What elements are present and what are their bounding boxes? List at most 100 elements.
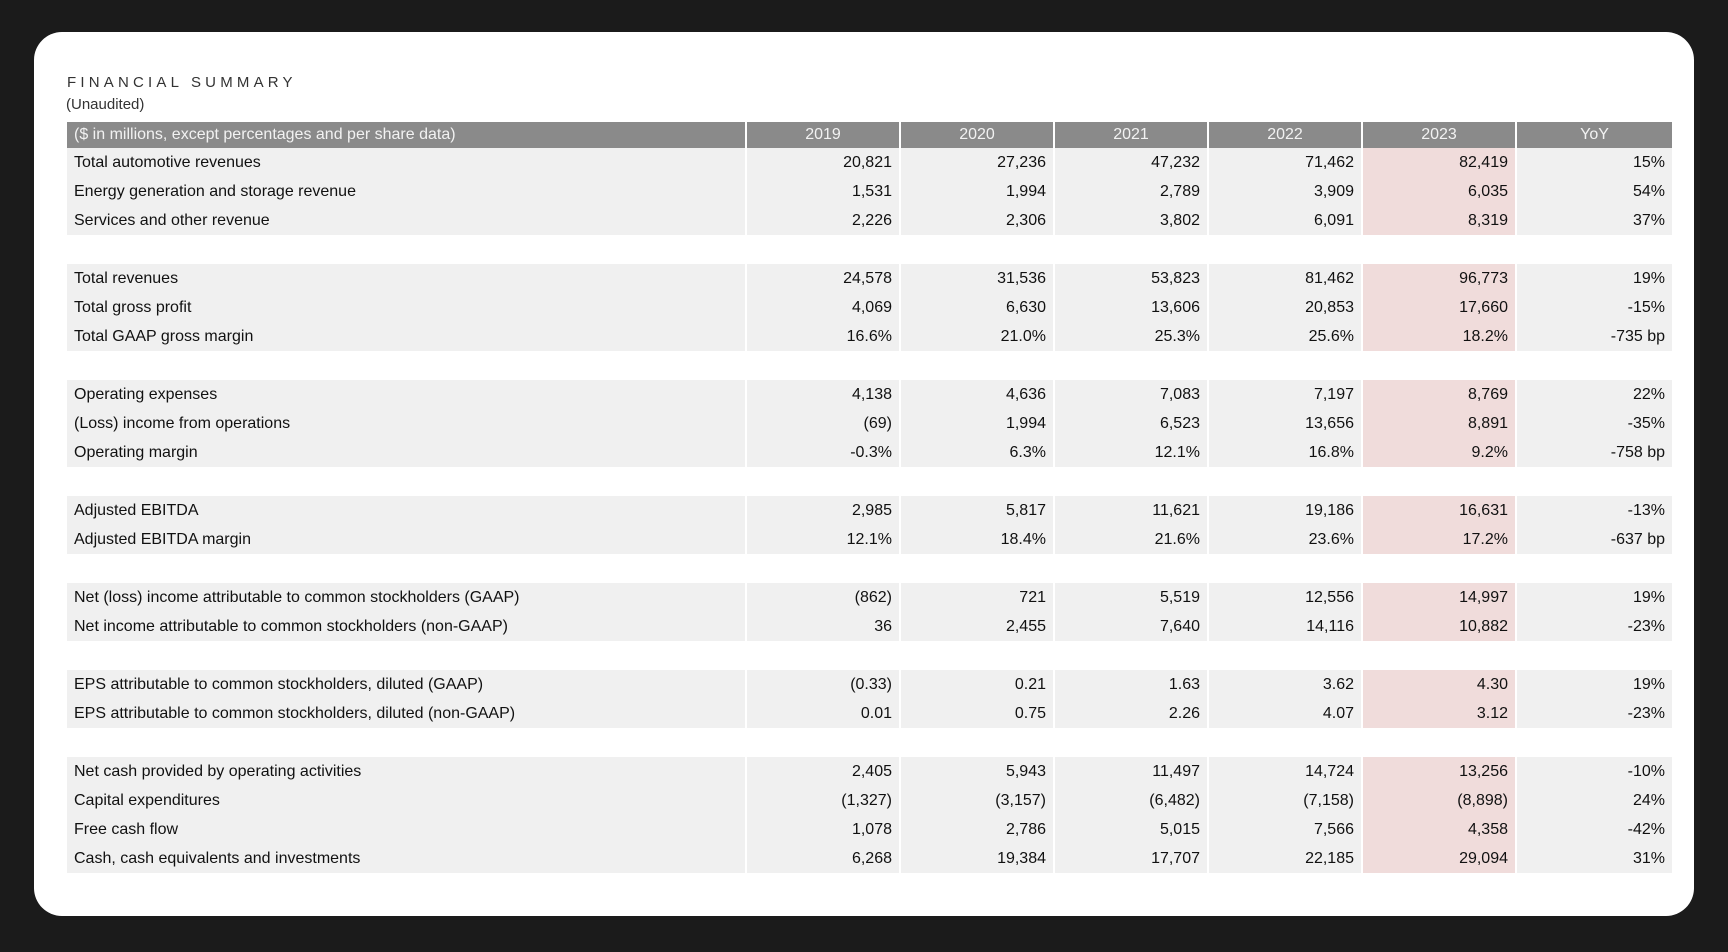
cell-year-2022: 14,116 — [1209, 612, 1363, 641]
cell-yoy: 24% — [1517, 786, 1672, 815]
table-body: Total automotive revenues 20,821 27,236 47,… — [67, 148, 1672, 873]
cell-year-2022: 4.07 — [1209, 699, 1363, 728]
row-label: Net cash provided by operating activitie… — [67, 757, 747, 786]
cell-year-2019: 4,069 — [747, 293, 901, 322]
cell-yoy: -13% — [1517, 496, 1672, 525]
cell-yoy: -23% — [1517, 699, 1672, 728]
cell-year-2021: 2,789 — [1055, 177, 1209, 206]
cell-year-2019: 2,226 — [747, 206, 901, 235]
cell-yoy: -42% — [1517, 815, 1672, 844]
table-row: EPS attributable to common stockholders,… — [67, 699, 1672, 728]
cell-year-2019: 16.6% — [747, 322, 901, 351]
cell-year-2023: 4,358 — [1363, 815, 1517, 844]
cell-year-2019: (69) — [747, 409, 901, 438]
row-label: Capital expenditures — [67, 786, 747, 815]
financial-summary-table: ($ in millions, except percentages and p… — [67, 122, 1672, 873]
cell-year-2023: (8,898) — [1363, 786, 1517, 815]
cell-year-2022: 22,185 — [1209, 844, 1363, 873]
spacer-cell — [67, 351, 1672, 380]
table-header: ($ in millions, except percentages and p… — [67, 122, 1672, 148]
header-label: ($ in millions, except percentages and p… — [67, 122, 747, 148]
cell-year-2022: 81,462 — [1209, 264, 1363, 293]
cell-year-2023: 8,769 — [1363, 380, 1517, 409]
row-label: Total revenues — [67, 264, 747, 293]
cell-year-2023: 16,631 — [1363, 496, 1517, 525]
cell-year-2023: 4.30 — [1363, 670, 1517, 699]
cell-year-2021: 3,802 — [1055, 206, 1209, 235]
cell-year-2023: 10,882 — [1363, 612, 1517, 641]
cell-year-2021: 12.1% — [1055, 438, 1209, 467]
cell-year-2021: 11,497 — [1055, 757, 1209, 786]
cell-year-2022: 20,853 — [1209, 293, 1363, 322]
cell-year-2023: 96,773 — [1363, 264, 1517, 293]
cell-year-2019: (862) — [747, 583, 901, 612]
cell-year-2019: 20,821 — [747, 148, 901, 177]
table-row: Operating expenses 4,138 4,636 7,083 7,197 8,… — [67, 380, 1672, 409]
table-row: EPS attributable to common stockholders,… — [67, 670, 1672, 699]
row-label: Adjusted EBITDA margin — [67, 525, 747, 554]
table-row: Cash, cash equivalents and investments 6,… — [67, 844, 1672, 873]
cell-year-2020: (3,157) — [901, 786, 1055, 815]
table-row: Net income attributable to common stockh… — [67, 612, 1672, 641]
cell-year-2023: 29,094 — [1363, 844, 1517, 873]
cell-year-2021: (6,482) — [1055, 786, 1209, 815]
group-spacer — [67, 467, 1672, 496]
cell-year-2023: 8,319 — [1363, 206, 1517, 235]
row-label: EPS attributable to common stockholders,… — [67, 670, 747, 699]
cell-year-2019: 36 — [747, 612, 901, 641]
group-spacer — [67, 554, 1672, 583]
page-title: FINANCIAL SUMMARY — [67, 74, 297, 91]
table-row: Net (loss) income attributable to common… — [67, 583, 1672, 612]
cell-year-2019: 24,578 — [747, 264, 901, 293]
cell-year-2020: 5,943 — [901, 757, 1055, 786]
group-spacer — [67, 351, 1672, 380]
cell-year-2023: 17,660 — [1363, 293, 1517, 322]
row-label: Net (loss) income attributable to common… — [67, 583, 747, 612]
cell-year-2019: 12.1% — [747, 525, 901, 554]
row-label: EPS attributable to common stockholders,… — [67, 699, 747, 728]
row-label: Total automotive revenues — [67, 148, 747, 177]
cell-year-2022: 6,091 — [1209, 206, 1363, 235]
cell-year-2021: 7,083 — [1055, 380, 1209, 409]
header-row: ($ in millions, except percentages and p… — [67, 122, 1672, 148]
cell-year-2020: 0.75 — [901, 699, 1055, 728]
header-year-2021: 2021 — [1055, 122, 1209, 148]
table-row: Adjusted EBITDA margin 12.1% 18.4% 21.6% 23.… — [67, 525, 1672, 554]
cell-year-2021: 13,606 — [1055, 293, 1209, 322]
table-row: Free cash flow 1,078 2,786 5,015 7,566 4,358-… — [67, 815, 1672, 844]
cell-year-2020: 1,994 — [901, 177, 1055, 206]
cell-year-2020: 2,455 — [901, 612, 1055, 641]
cell-yoy: 19% — [1517, 583, 1672, 612]
cell-year-2021: 5,519 — [1055, 583, 1209, 612]
cell-yoy: 15% — [1517, 148, 1672, 177]
cell-year-2023: 9.2% — [1363, 438, 1517, 467]
table-row: Capital expenditures (1,327) (3,157) (6,482… — [67, 786, 1672, 815]
cell-year-2019: 2,405 — [747, 757, 901, 786]
cell-yoy: 31% — [1517, 844, 1672, 873]
cell-year-2023: 8,891 — [1363, 409, 1517, 438]
cell-year-2020: 2,306 — [901, 206, 1055, 235]
cell-year-2021: 17,707 — [1055, 844, 1209, 873]
cell-year-2020: 0.21 — [901, 670, 1055, 699]
table-row: Services and other revenue 2,226 2,306 3,80… — [67, 206, 1672, 235]
cell-year-2023: 82,419 — [1363, 148, 1517, 177]
header-year-2022: 2022 — [1209, 122, 1363, 148]
cell-year-2020: 6,630 — [901, 293, 1055, 322]
cell-year-2021: 7,640 — [1055, 612, 1209, 641]
table-row: Total GAAP gross margin 16.6% 21.0% 25.3% 25… — [67, 322, 1672, 351]
cell-yoy: -735 bp — [1517, 322, 1672, 351]
table-row: Operating margin -0.3% 6.3% 12.1% 16.8% 9.2% -… — [67, 438, 1672, 467]
cell-year-2022: 14,724 — [1209, 757, 1363, 786]
header-year-2020: 2020 — [901, 122, 1055, 148]
row-label: Adjusted EBITDA — [67, 496, 747, 525]
spacer-cell — [67, 641, 1672, 670]
cell-year-2020: 4,636 — [901, 380, 1055, 409]
cell-year-2022: 7,566 — [1209, 815, 1363, 844]
row-label: Net income attributable to common stockh… — [67, 612, 747, 641]
row-label: Operating margin — [67, 438, 747, 467]
cell-year-2019: 2,985 — [747, 496, 901, 525]
spacer-cell — [67, 728, 1672, 757]
cell-yoy: -758 bp — [1517, 438, 1672, 467]
row-label: Total gross profit — [67, 293, 747, 322]
cell-yoy: 19% — [1517, 264, 1672, 293]
